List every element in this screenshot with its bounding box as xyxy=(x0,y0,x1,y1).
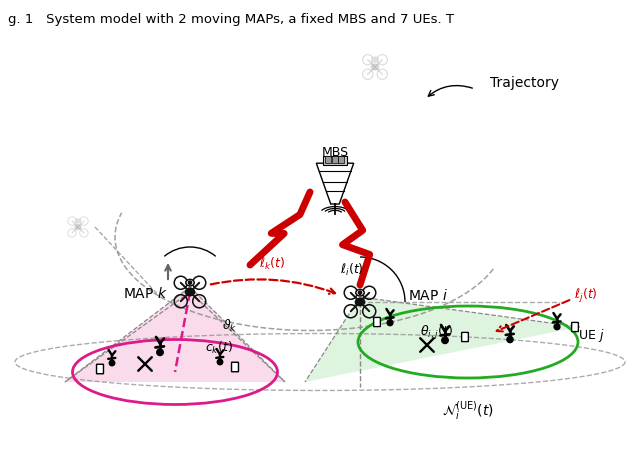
FancyBboxPatch shape xyxy=(374,318,380,327)
Circle shape xyxy=(387,320,393,326)
Circle shape xyxy=(109,360,115,366)
Text: $\ell_i(t)$: $\ell_i(t)$ xyxy=(340,261,364,278)
Circle shape xyxy=(442,337,448,344)
Circle shape xyxy=(188,281,193,285)
Text: $\ell_k(t)$: $\ell_k(t)$ xyxy=(259,255,285,271)
Circle shape xyxy=(507,337,513,343)
Ellipse shape xyxy=(75,225,81,230)
Ellipse shape xyxy=(372,58,378,63)
FancyBboxPatch shape xyxy=(339,157,344,164)
FancyBboxPatch shape xyxy=(461,333,468,342)
Text: MAP $i$: MAP $i$ xyxy=(408,288,448,303)
Text: $\mathcal{N}_i^{\rm{(UE)}}(t)$: $\mathcal{N}_i^{\rm{(UE)}}(t)$ xyxy=(442,399,494,422)
Text: $\vartheta_k$: $\vartheta_k$ xyxy=(222,317,237,334)
Text: UE $j$: UE $j$ xyxy=(578,327,605,344)
Circle shape xyxy=(217,359,223,365)
FancyBboxPatch shape xyxy=(332,157,337,164)
FancyBboxPatch shape xyxy=(325,157,331,164)
Polygon shape xyxy=(316,164,354,205)
Circle shape xyxy=(77,220,79,223)
Ellipse shape xyxy=(371,65,379,71)
Ellipse shape xyxy=(186,280,194,286)
Text: MAP $k$: MAP $k$ xyxy=(123,285,168,300)
Text: MBS: MBS xyxy=(321,146,349,159)
Text: $c_k(t)$: $c_k(t)$ xyxy=(205,339,233,355)
FancyBboxPatch shape xyxy=(232,363,239,372)
Circle shape xyxy=(157,349,163,356)
FancyBboxPatch shape xyxy=(323,157,347,166)
Ellipse shape xyxy=(76,219,81,223)
Text: $\ell_j(t)$: $\ell_j(t)$ xyxy=(574,286,598,304)
Text: Trajectory: Trajectory xyxy=(490,76,559,90)
Circle shape xyxy=(554,324,560,330)
Circle shape xyxy=(358,291,362,295)
Ellipse shape xyxy=(356,290,364,296)
FancyBboxPatch shape xyxy=(572,323,579,332)
Ellipse shape xyxy=(186,288,195,296)
Text: $\theta_{i,j}(t)$: $\theta_{i,j}(t)$ xyxy=(420,324,453,341)
FancyBboxPatch shape xyxy=(97,364,104,374)
Polygon shape xyxy=(305,298,580,382)
Polygon shape xyxy=(65,288,285,382)
Circle shape xyxy=(373,59,377,62)
Text: g. 1   System model with 2 moving MAPs, a fixed MBS and 7 UEs. T: g. 1 System model with 2 moving MAPs, a … xyxy=(8,13,454,26)
Ellipse shape xyxy=(355,298,365,306)
